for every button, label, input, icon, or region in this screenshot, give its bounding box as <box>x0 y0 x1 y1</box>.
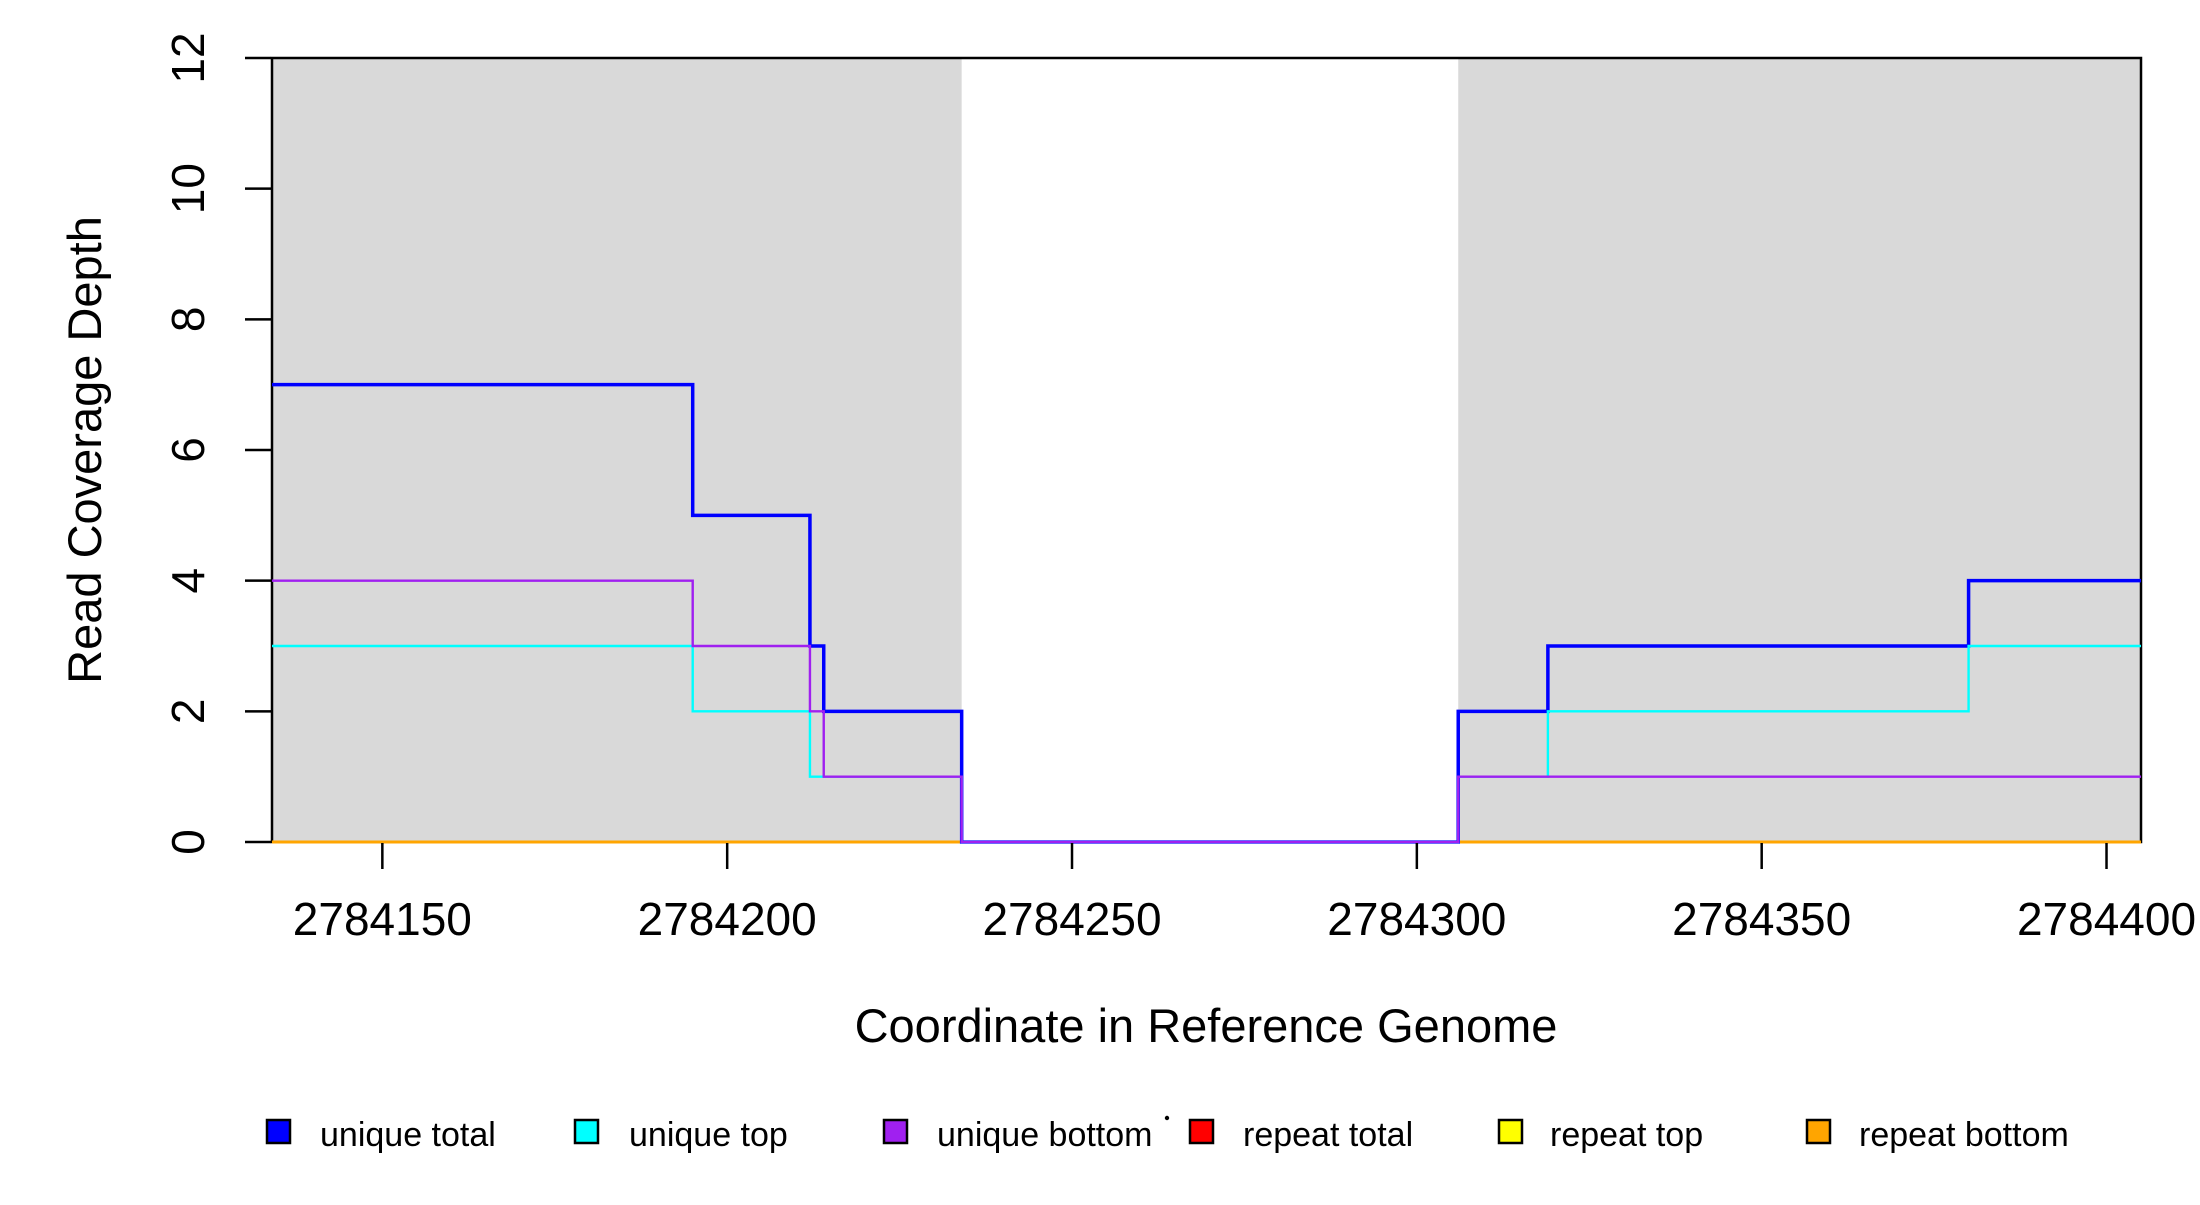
legend-swatch-unique-top <box>573 1118 600 1145</box>
y-tick-label: 0 <box>162 829 214 855</box>
stray-dot <box>1164 1115 1170 1121</box>
x-tick-label: 2784150 <box>293 893 472 945</box>
x-tick-label: 2784400 <box>2017 893 2196 945</box>
x-tick-label: 2784250 <box>982 893 1161 945</box>
legend-label-repeat-top: repeat top <box>1550 1116 1703 1154</box>
x-axis-ticks: 2784150 2784200 2784250 2784300 2784350 27844… <box>293 843 2196 945</box>
y-tick-label: 10 <box>162 163 214 214</box>
x-tick-label: 2784350 <box>1672 893 1851 945</box>
repeat-region-shading <box>272 58 2141 842</box>
legend-label-unique-top: unique top <box>629 1116 788 1154</box>
y-tick-label: 12 <box>162 32 214 83</box>
series-lines <box>272 382 2141 844</box>
legend-label-unique-bottom: unique bottom <box>937 1116 1153 1154</box>
x-axis-title: Coordinate in Reference Genome <box>855 999 1558 1052</box>
legend-swatch-repeat-bottom <box>1805 1118 1832 1145</box>
repeat-flank-right <box>1458 58 2141 842</box>
y-tick-label: 8 <box>162 307 214 333</box>
x-tick-label: 2784300 <box>1327 893 1506 945</box>
y-tick-label: 2 <box>162 699 214 725</box>
legend-swatch-unique-total <box>265 1118 292 1145</box>
legend-swatch-repeat-top <box>1497 1118 1524 1145</box>
legend-swatch-unique-bottom <box>882 1118 909 1145</box>
legend-label-unique-total: unique total <box>320 1116 496 1154</box>
legend-swatch-repeat-total <box>1188 1118 1215 1145</box>
y-axis-title: Read Coverage Depth <box>58 216 111 684</box>
y-tick-label: 6 <box>162 437 214 463</box>
x-tick-label: 2784200 <box>638 893 817 945</box>
series-line-unique-bottom <box>272 579 2141 844</box>
y-axis-ticks: 0 2 4 6 8 10 12 <box>162 32 271 855</box>
repeat-flank-left <box>272 58 962 842</box>
legend: unique total unique top unique bottom repea… <box>265 1116 2069 1154</box>
legend-label-repeat-bottom: repeat bottom <box>1859 1116 2069 1154</box>
y-tick-label: 4 <box>162 568 214 594</box>
legend-label-repeat-total: repeat total <box>1243 1116 1413 1154</box>
